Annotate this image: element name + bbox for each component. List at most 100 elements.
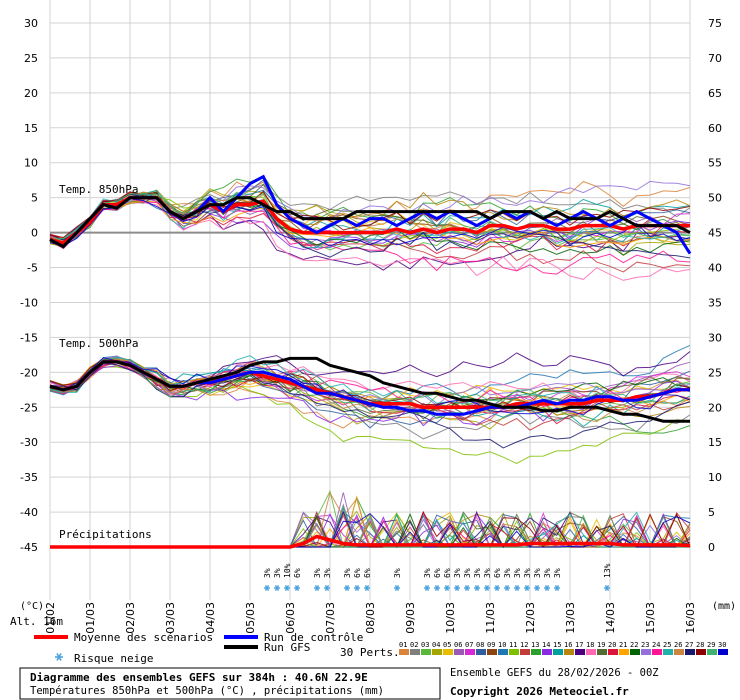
series-line-t850-gfs — [49, 196, 691, 249]
series-line-t500-gfs — [49, 356, 690, 423]
x-tick-label: 12/03 — [524, 602, 537, 634]
y-tick-left: -30 — [20, 436, 38, 449]
perturbation-line-t850 — [49, 190, 691, 239]
perturbation-number: 05 — [443, 641, 451, 649]
perturbation-number: 20 — [608, 641, 616, 649]
snow-risk-label: 3% — [343, 568, 352, 578]
perturbation-line-t850 — [49, 198, 691, 275]
perturbation-number: 14 — [542, 641, 550, 649]
perturbation-swatch — [619, 649, 629, 655]
perturbation-swatch — [707, 649, 717, 655]
y-tick-left: -5 — [27, 262, 38, 275]
snow-risk-label: 13% — [603, 563, 612, 578]
snowflake-icon — [314, 585, 320, 591]
perturbation-swatch — [553, 649, 563, 655]
perturbation-swatch — [674, 649, 684, 655]
x-tick-label: 02/03 — [124, 602, 137, 634]
x-tick-label: 10/03 — [444, 602, 457, 634]
snowflake-icon — [444, 585, 450, 591]
copyright: Copyright 2026 Meteociel.fr — [450, 685, 629, 698]
perturbation-line-t850 — [49, 180, 691, 241]
perturbation-number: 26 — [674, 641, 682, 649]
perturbation-number: 08 — [476, 641, 484, 649]
y-tick-right: 50 — [708, 192, 722, 205]
snowflake-icon — [394, 585, 400, 591]
perturbation-swatch — [454, 649, 464, 655]
y-tick-left: -15 — [20, 331, 38, 344]
perturbation-number: 28 — [696, 641, 704, 649]
perturbation-swatch — [509, 649, 519, 655]
y-tick-right: 15 — [708, 436, 722, 449]
perturbation-number: 13 — [531, 641, 539, 649]
perturbation-number: 23 — [641, 641, 649, 649]
perturbation-number: 25 — [663, 641, 671, 649]
perturbation-swatch — [465, 649, 475, 655]
perturbation-number: 21 — [619, 641, 627, 649]
perturbation-swatch — [443, 649, 453, 655]
snowflake-icon — [424, 585, 430, 591]
panel-label-t850: Temp. 850hPa — [59, 183, 138, 196]
x-tick-label: 11/03 — [484, 602, 497, 634]
perturbation-swatch — [476, 649, 486, 655]
x-tick-label: 06/03 — [284, 602, 297, 634]
perturbation-swatch — [498, 649, 508, 655]
y-tick-left: 0 — [31, 227, 38, 240]
y-tick-right: 75 — [708, 17, 722, 30]
perturbation-swatch — [432, 649, 442, 655]
snowflake-icon — [274, 585, 280, 591]
snowflake-icon — [484, 585, 490, 591]
perturbation-line-t850 — [49, 202, 691, 281]
x-tick-label: 08/03 — [364, 602, 377, 634]
snow-risk-label: 3% — [423, 568, 432, 578]
x-tick-label: 15/03 — [644, 602, 657, 634]
perturbation-swatch — [410, 649, 420, 655]
y-tick-left: -35 — [20, 471, 38, 484]
snow-risk-label: 3% — [323, 568, 332, 578]
perturbation-number: 15 — [553, 641, 561, 649]
snowflake-icon — [544, 585, 550, 591]
y-tick-left: 10 — [24, 157, 38, 170]
snowflake-icon — [514, 585, 520, 591]
perturbation-swatch — [399, 649, 409, 655]
perturbation-swatch — [641, 649, 651, 655]
snow-risk-label: 6% — [363, 568, 372, 578]
x-tick-label: 09/03 — [404, 602, 417, 634]
perturbation-number: 22 — [630, 641, 638, 649]
legend-control-label: Run de contrôle — [264, 631, 363, 644]
snowflake-icon — [434, 585, 440, 591]
perturbation-number: 10 — [498, 641, 506, 649]
snowflake-icon — [364, 585, 370, 591]
perturbation-line-t500 — [49, 357, 691, 416]
perturbation-number: 19 — [597, 641, 605, 649]
y-tick-right: 70 — [708, 52, 722, 65]
y-tick-left: 20 — [24, 87, 38, 100]
y-tick-right: 10 — [708, 471, 722, 484]
perturbation-swatch — [718, 649, 728, 655]
snow-risk-label: 3% — [503, 568, 512, 578]
perturbation-line-t500 — [49, 360, 691, 408]
perturbation-swatch — [652, 649, 662, 655]
y-tick-left: -20 — [20, 366, 38, 379]
snow-risk-label: 6% — [293, 568, 302, 578]
snowflake-icon — [344, 585, 350, 591]
perturbation-swatch — [487, 649, 497, 655]
snowflake-icon — [294, 585, 300, 591]
snow-risk-label: 3% — [483, 568, 492, 578]
perturbation-swatch — [630, 649, 640, 655]
snowflake-icon — [474, 585, 480, 591]
perturbation-swatch — [663, 649, 673, 655]
snow-risk-label: 3% — [553, 568, 562, 578]
snowflake-icon — [534, 585, 540, 591]
perturbation-number: 02 — [410, 641, 418, 649]
snowflake-icon — [494, 585, 500, 591]
perturbation-number: 04 — [432, 641, 440, 649]
x-tick-label: 01/02 — [44, 602, 57, 634]
perturbation-swatch — [542, 649, 552, 655]
legend: Moyenne des scénarios Run de contrôle Ru… — [34, 631, 728, 665]
y-tick-left: -10 — [20, 296, 38, 309]
y-tick-left: -40 — [20, 506, 38, 519]
perturbation-swatch — [421, 649, 431, 655]
snowflake-icon — [464, 585, 470, 591]
snowflake-icon — [284, 585, 290, 591]
